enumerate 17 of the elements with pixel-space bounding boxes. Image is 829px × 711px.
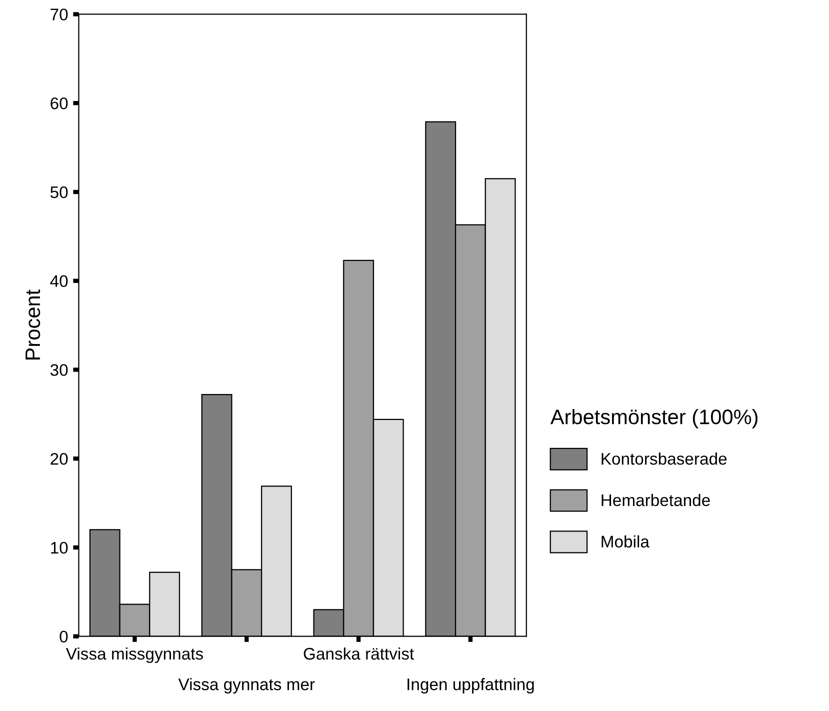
x-tick-label: Vissa missgynnats: [66, 647, 203, 663]
x-tick-label: Ganska rättvist: [304, 647, 414, 660]
x-tick-label: Vissa gynnats mer: [178, 678, 315, 694]
legend-label: Hemarbetande: [602, 494, 710, 506]
y-tick-label: 0: [60, 630, 68, 643]
y-tick-label: 30: [50, 364, 68, 376]
y-tick-label: 10: [51, 542, 68, 554]
y-axis-title: Procent: [26, 290, 40, 360]
x-tick-label: Ingen uppfattning: [408, 678, 534, 694]
y-tick-label: 60: [50, 97, 68, 110]
y-tick-label: 20: [50, 452, 68, 465]
y-tick-label: 70: [50, 8, 68, 20]
y-tick-label: 40: [50, 275, 68, 288]
y-tick-label: 50: [50, 186, 68, 198]
legend-label: Kontorsbaserade: [602, 452, 727, 465]
legend-label: Mobila: [602, 535, 650, 548]
legend-title: Arbetsmönster (100%): [550, 408, 758, 428]
